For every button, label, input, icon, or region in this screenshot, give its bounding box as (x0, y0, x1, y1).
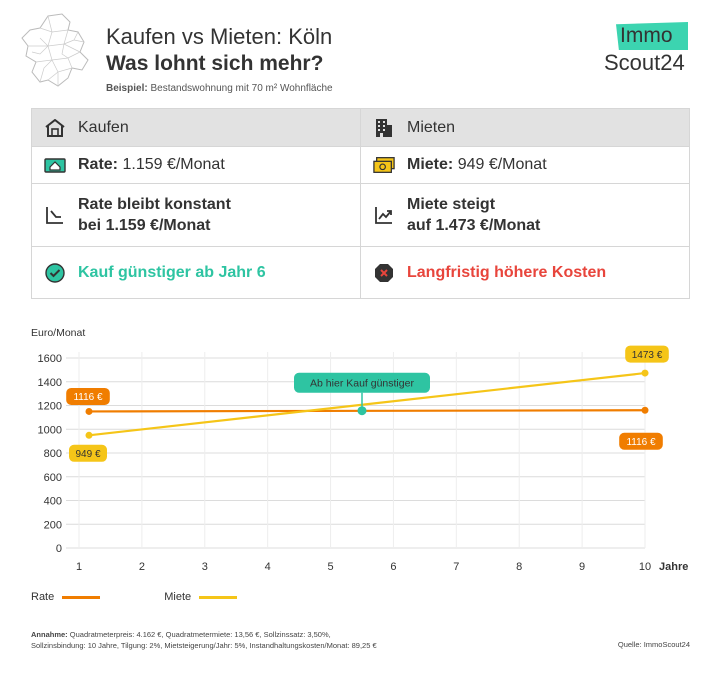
example-label: Beispiel: (106, 83, 148, 94)
x-tick-label: 8 (516, 561, 522, 573)
mieten-trend-text: Miete steigt auf 1.473 €/Monat (407, 194, 540, 236)
y-tick-label: 800 (44, 448, 62, 460)
table-row: Rate bleibt konstant bei 1.159 €/Monat M… (31, 183, 690, 247)
x-tick-label: 6 (390, 561, 396, 573)
x-tick-label: 9 (579, 561, 585, 573)
legend-rate-label: Rate (31, 591, 55, 603)
miete-start-label: 949 € (75, 449, 100, 460)
x-tick-label: 5 (327, 561, 333, 573)
kaufen-rate-value: 1.159 €/Monat (122, 156, 225, 173)
miete-point-end (641, 369, 649, 377)
annotation-label: Ab hier Kauf günstiger (310, 378, 414, 390)
mieten-rate-label: Miete: (407, 156, 454, 173)
logo-scout: Scout24 (604, 50, 685, 75)
y-tick-label: 1000 (38, 424, 62, 436)
kaufen-trend-line2: bei 1.159 €/Monat (78, 217, 211, 234)
rate-point-start (85, 407, 93, 415)
miete-end-label-bg (625, 345, 669, 363)
annotation-point (357, 406, 367, 416)
y-tick-label: 0 (56, 543, 62, 555)
logo-immo: Immo (620, 24, 673, 47)
logo-box (616, 22, 688, 50)
kaufen-verdict: Kauf günstiger ab Jahr 6 (78, 263, 266, 281)
page-title: Kaufen vs Mieten: Köln (106, 24, 333, 49)
miete-series-line (88, 371, 646, 437)
x-tick-label: 1 (76, 561, 82, 573)
kaufen-trend-line1: Rate bleibt konstant (78, 196, 231, 213)
mieten-rate-cell: Miete: 949 €/Monat (360, 146, 690, 184)
legend-item-rate: Rate (31, 591, 101, 603)
miete-point-start (85, 431, 93, 439)
house-icon (44, 117, 66, 139)
mieten-trend-line2: auf 1.473 €/Monat (407, 217, 541, 234)
house-money-icon (44, 154, 66, 176)
y-tick-label: 400 (44, 496, 62, 508)
y-tick-label: 200 (44, 519, 62, 531)
y-axis-label: Euro/Monat (31, 327, 85, 339)
mieten-verdict: Langfristig höhere Kosten (407, 263, 607, 281)
cologne-map-icon (21, 13, 89, 87)
table-row: Rate: 1.159 €/Monat Miete: 949 €/Monat (31, 146, 690, 184)
y-tick-label: 1600 (38, 353, 62, 365)
source-note: Quelle: ImmoScout24 (617, 640, 690, 649)
building-icon (373, 117, 395, 139)
rate-point-end (641, 406, 649, 414)
money-icon (373, 154, 395, 176)
kaufen-trend-text: Rate bleibt konstant bei 1.159 €/Monat (78, 194, 231, 236)
kaufen-rate-cell: Rate: 1.159 €/Monat (31, 146, 361, 184)
y-tick-label: 600 (44, 472, 62, 484)
kaufen-header: Kaufen (31, 108, 361, 147)
x-tick-label: 4 (265, 561, 271, 573)
rate-start-label: 1116 € (73, 392, 103, 403)
trend-flat-icon (44, 204, 66, 226)
rate-end-label: 1116 € (626, 437, 656, 448)
chart-legend: Rate Miete (31, 591, 271, 603)
immoscout24-logo: Immo Scout24 (604, 22, 694, 78)
example-text: Bestandswohnung mit 70 m² Wohnfläche (150, 83, 333, 94)
comparison-table: Kaufen Mieten Rate: 1.159 €/Monat (31, 108, 690, 299)
check-icon (44, 262, 66, 284)
rate-series-line (88, 409, 646, 413)
x-tick-label: 10 (639, 561, 651, 573)
assumption-line2: Sollzinsbindung: 10 Jahre, Tilgung: 2%, … (31, 641, 377, 650)
kaufen-header-label: Kaufen (78, 118, 129, 136)
miete-end-label: 1473 € (632, 350, 663, 361)
assumption-note: Annahme: Quadratmeterpreis: 4.162 €, Qua… (31, 629, 501, 651)
kaufen-rate-text: Rate: 1.159 €/Monat (78, 156, 225, 174)
legend-item-miete: Miete (164, 591, 238, 603)
annotation-bg (294, 372, 430, 393)
x-axis-label: Jahre (659, 561, 688, 573)
example-note: Beispiel: Bestandswohnung mit 70 m² Wohn… (106, 83, 333, 94)
trend-up-icon (373, 204, 395, 226)
legend-miete-swatch (199, 595, 238, 599)
kaufen-verdict-cell: Kauf günstiger ab Jahr 6 (31, 246, 361, 299)
mieten-trend-line1: Miete steigt (407, 196, 496, 213)
cost-line-chart: Euro/Monat 0 200 400 600 800 1000 1200 1400 1600 1… (31, 327, 688, 573)
legend-rate-swatch (62, 595, 101, 599)
cross-icon (373, 262, 395, 284)
assumption-line1: Quadratmeterpreis: 4.162 €, Quadratmeter… (69, 630, 331, 639)
x-tick-label: 2 (139, 561, 145, 573)
y-tick-label: 1400 (38, 377, 62, 389)
table-row: Kauf günstiger ab Jahr 6 Langfristig höh… (31, 246, 690, 299)
mieten-trend-cell: Miete steigt auf 1.473 €/Monat (360, 183, 690, 247)
mieten-rate-text: Miete: 949 €/Monat (407, 156, 547, 174)
mieten-header: Mieten (360, 108, 690, 147)
x-tick-label: 3 (202, 561, 208, 573)
miete-start-label-bg (69, 444, 107, 462)
legend-miete-label: Miete (164, 591, 192, 603)
assumption-label: Annahme: (31, 630, 68, 639)
page-subtitle: Was lohnt sich mehr? (106, 52, 324, 75)
table-header-row: Kaufen Mieten (31, 108, 690, 147)
kaufen-trend-cell: Rate bleibt konstant bei 1.159 €/Monat (31, 183, 361, 247)
kaufen-rate-label: Rate: (78, 156, 119, 173)
mieten-verdict-cell: Langfristig höhere Kosten (360, 246, 690, 299)
y-tick-label: 1200 (38, 401, 62, 413)
mieten-header-label: Mieten (407, 118, 456, 136)
x-tick-label: 7 (453, 561, 459, 573)
mieten-rate-value: 949 €/Monat (457, 156, 547, 173)
rate-end-label-bg (619, 432, 663, 450)
rate-start-label-bg (66, 387, 110, 405)
